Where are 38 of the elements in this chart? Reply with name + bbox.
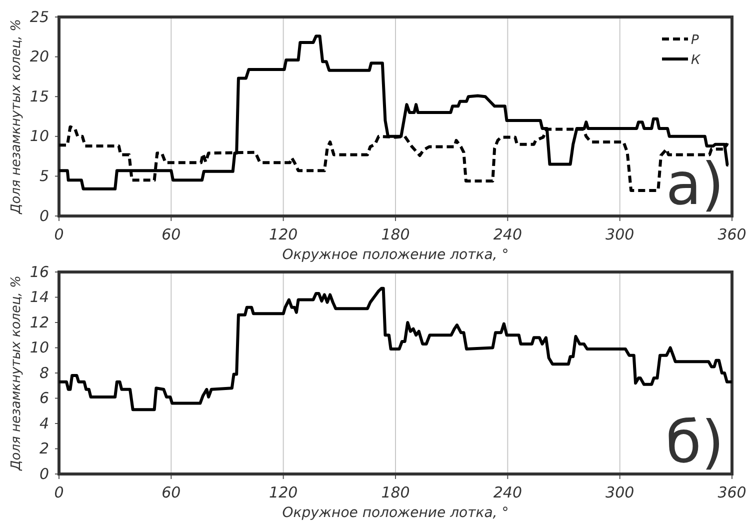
x-tick-label: 120 — [269, 226, 298, 244]
y-tick-label: 5 — [39, 167, 49, 185]
x-tick-label: 240 — [493, 484, 522, 502]
y-tick-label: 0 — [39, 206, 49, 225]
y-axis-title: Доля незамкнутых колец, % — [9, 19, 24, 215]
y-axis-title: Доля незамкнутых колец, % — [9, 276, 24, 472]
x-tick-label: 60 — [162, 226, 181, 244]
annotation: б) — [666, 408, 724, 476]
y-tick-label: 8 — [39, 364, 49, 382]
y-tick-label: 14 — [30, 288, 49, 306]
y-tick-label: 25 — [30, 8, 49, 26]
x-tick-label: 0 — [54, 226, 64, 244]
x-tick-label: 300 — [606, 484, 634, 502]
x-axis-title: Окружное положение лотка, ° — [282, 505, 509, 521]
x-tick-label: 60 — [162, 484, 181, 502]
y-tick-label: 2 — [39, 440, 49, 458]
legend-label: К — [691, 53, 701, 68]
x-tick-label: 180 — [381, 226, 410, 244]
x-tick-label: 360 — [718, 484, 746, 502]
y-tick-label: 15 — [30, 87, 49, 106]
annotation: а) — [666, 150, 724, 218]
y-tick-label: 10 — [30, 127, 49, 146]
x-tick-label: 120 — [269, 484, 298, 502]
x-axis-title: Окружное положение лотка, ° — [282, 247, 509, 263]
y-tick-label: 12 — [30, 313, 49, 332]
x-tick-label: 0 — [54, 484, 64, 502]
y-tick-label: 6 — [39, 389, 49, 408]
y-tick-label: 4 — [39, 414, 49, 432]
legend-label: P — [691, 33, 699, 48]
y-tick-label: 0 — [39, 464, 49, 483]
x-tick-label: 300 — [606, 226, 634, 244]
y-tick-label: 10 — [30, 338, 49, 357]
y-tick-label: 16 — [30, 262, 49, 281]
x-tick-label: 240 — [493, 226, 522, 244]
line-series — [58, 286, 734, 412]
x-tick-label: 360 — [718, 226, 746, 244]
x-tick-label: 180 — [381, 484, 410, 502]
y-tick-label: 20 — [30, 48, 49, 66]
